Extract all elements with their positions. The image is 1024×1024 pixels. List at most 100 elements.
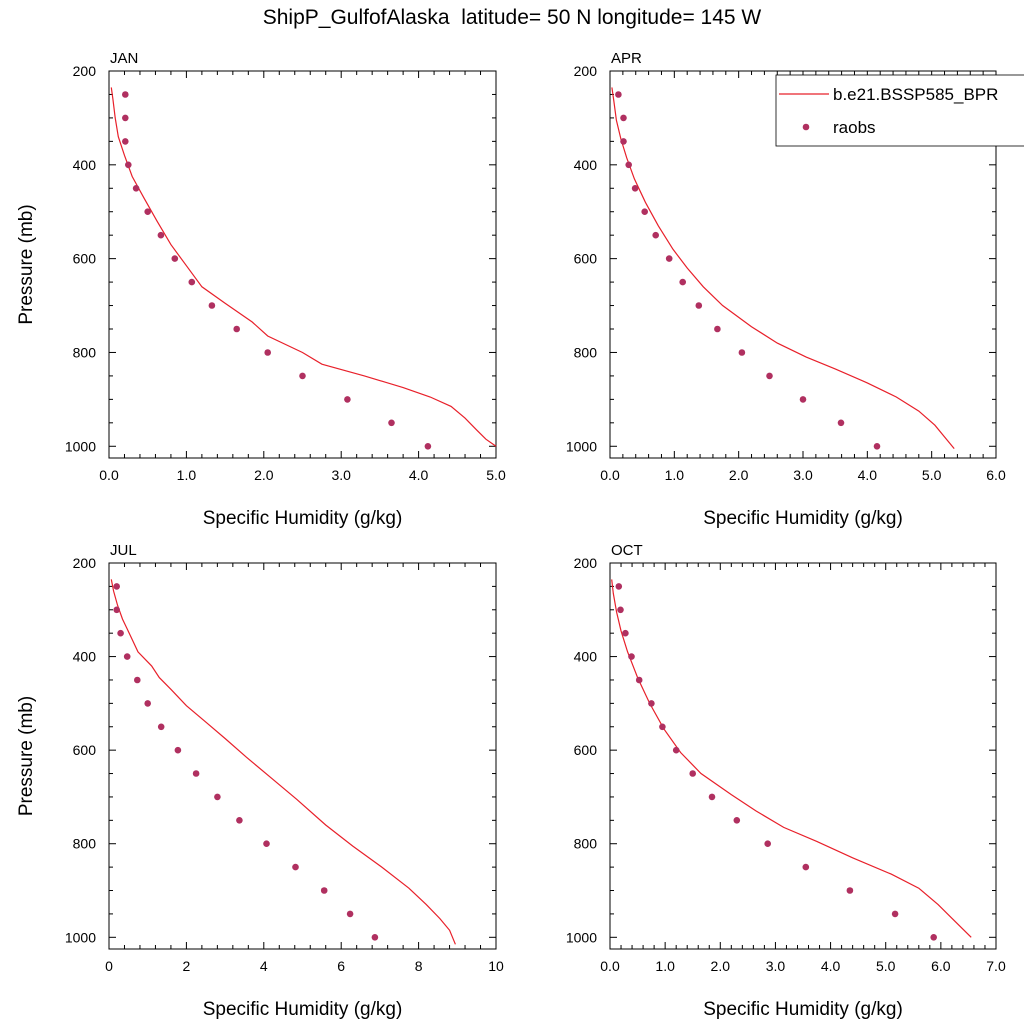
y-tick-label: 200 xyxy=(73,63,97,79)
x-tick-label: 5.0 xyxy=(876,958,896,974)
y-tick-label: 800 xyxy=(574,836,598,852)
raobs-point xyxy=(891,910,899,918)
raobs-point xyxy=(320,887,328,894)
x-tick-label: 4.0 xyxy=(858,467,878,483)
x-axis-title: Specific Humidity (g/kg) xyxy=(203,508,403,529)
raobs-point xyxy=(738,349,746,356)
raobs-point xyxy=(192,770,200,777)
x-tick-label: 0.0 xyxy=(600,958,620,974)
raobs-point xyxy=(388,419,395,427)
y-tick-label: 400 xyxy=(73,649,97,665)
raobs-point xyxy=(846,887,854,894)
raobs-point xyxy=(766,372,773,380)
x-tick-label: 0 xyxy=(105,958,113,974)
x-tick-label: 2.0 xyxy=(711,958,731,974)
x-tick-label: 3.0 xyxy=(793,467,813,483)
raobs-point xyxy=(659,723,666,731)
raobs-point xyxy=(631,185,639,192)
y-axis-title: Pressure (mb) xyxy=(16,696,37,816)
raobs-point xyxy=(157,231,165,239)
model-profile-line xyxy=(110,87,497,447)
plot-frame xyxy=(108,562,497,950)
raobs-point xyxy=(695,302,703,309)
raobs-point xyxy=(617,606,624,614)
x-tick-label: 4.0 xyxy=(821,958,841,974)
panel-label: JAN xyxy=(110,50,138,67)
chart-panel-jan: 0.0 1.0 2.0 3.0 4.0 5.0 200 400 600 800 1000 JAN Spe… xyxy=(16,50,506,529)
raobs-point xyxy=(635,676,643,684)
raobs-point xyxy=(144,700,151,707)
raobs-point xyxy=(424,443,432,450)
panel-label: JUL xyxy=(110,542,137,559)
raobs-point xyxy=(679,278,686,286)
raobs-point xyxy=(208,302,216,309)
figure-title: ShipP_GulfofAlaska latitude= 50 N longit… xyxy=(262,6,762,29)
y-tick-label: 600 xyxy=(73,251,97,267)
y-tick-label: 200 xyxy=(574,555,598,571)
y-tick-label: 600 xyxy=(73,742,97,758)
x-tick-label: 2.0 xyxy=(254,467,274,483)
raobs-point xyxy=(144,208,151,215)
panel-label: APR xyxy=(611,50,642,67)
chart-panel-jul: 0 2 4 6 8 10 200 400 600 800 1000 JUL Specific Humid… xyxy=(16,542,504,1020)
model-profile-line xyxy=(611,87,955,449)
raobs-point xyxy=(264,349,272,356)
raobs-point xyxy=(652,231,659,239)
model-profile-line xyxy=(611,579,972,938)
raobs-point xyxy=(174,746,182,754)
raobs-point xyxy=(113,583,120,590)
y-tick-label: 400 xyxy=(574,157,598,173)
y-tick-label: 600 xyxy=(574,251,598,267)
raobs-point xyxy=(123,653,131,660)
raobs-point xyxy=(837,419,845,427)
raobs-point xyxy=(299,372,306,380)
y-tick-label: 800 xyxy=(73,344,97,360)
raobs-point xyxy=(344,396,351,403)
x-tick-label: 2.0 xyxy=(729,467,749,483)
raobs-point xyxy=(714,325,721,333)
y-tick-label: 1000 xyxy=(65,438,96,454)
legend-model-label: b.e21.BSSP585_BPR xyxy=(833,85,998,104)
x-axis-title: Specific Humidity (g/kg) xyxy=(203,999,403,1020)
raobs-point xyxy=(371,934,379,941)
raobs-point xyxy=(263,840,270,847)
y-axis-title: Pressure (mb) xyxy=(16,204,37,324)
raobs-point xyxy=(615,91,622,98)
x-tick-label: 6.0 xyxy=(931,958,951,974)
x-axis-title: Specific Humidity (g/kg) xyxy=(703,508,903,529)
raobs-point xyxy=(113,606,120,614)
raobs-point xyxy=(122,91,129,98)
legend-obs-label: raobs xyxy=(833,118,876,137)
x-tick-label: 7.0 xyxy=(986,958,1006,974)
x-tick-label: 4 xyxy=(260,958,268,974)
y-tick-label: 400 xyxy=(574,649,598,665)
x-tick-label: 5.0 xyxy=(486,467,506,483)
raobs-point xyxy=(132,185,140,192)
panel-label: OCT xyxy=(611,542,643,559)
x-tick-label: 6.0 xyxy=(986,467,1006,483)
x-tick-label: 1.0 xyxy=(665,467,685,483)
x-tick-label: 3.0 xyxy=(766,958,786,974)
x-axis-title: Specific Humidity (g/kg) xyxy=(703,999,903,1020)
y-tick-label: 1000 xyxy=(566,438,597,454)
x-tick-label: 1.0 xyxy=(177,467,197,483)
y-tick-label: 800 xyxy=(574,344,598,360)
raobs-point xyxy=(641,208,648,215)
plot-frame xyxy=(609,562,997,950)
x-tick-label: 8 xyxy=(415,958,423,974)
raobs-point xyxy=(799,396,807,403)
raobs-point xyxy=(122,114,129,122)
x-tick-label: 5.0 xyxy=(922,467,942,483)
raobs-point xyxy=(625,161,632,169)
raobs-point xyxy=(628,653,635,660)
raobs-point xyxy=(620,138,627,145)
raobs-point xyxy=(873,443,881,450)
x-tick-label: 10 xyxy=(488,958,504,974)
y-tick-label: 200 xyxy=(73,555,97,571)
y-tick-label: 800 xyxy=(73,836,97,852)
y-tick-label: 1000 xyxy=(65,929,96,945)
raobs-point xyxy=(764,840,771,847)
raobs-point xyxy=(615,583,623,590)
y-tick-label: 400 xyxy=(73,157,97,173)
